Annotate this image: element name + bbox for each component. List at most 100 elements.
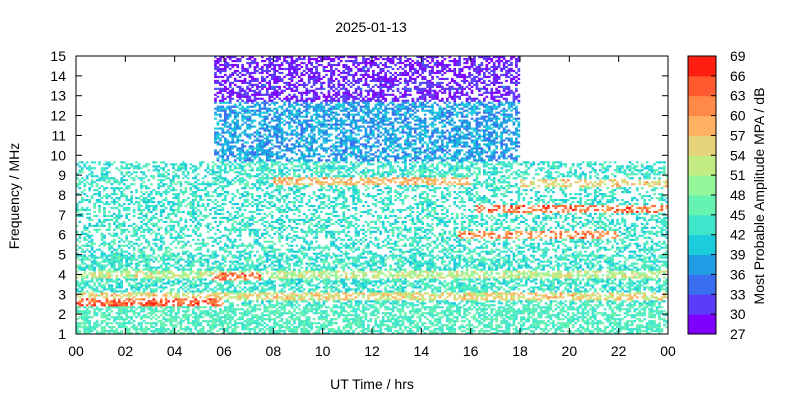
heatmap-cell (204, 208, 207, 212)
heatmap-cell (189, 234, 193, 237)
heatmap-cell (290, 328, 294, 331)
heatmap-cell (293, 196, 296, 200)
heatmap-cell (204, 193, 207, 196)
heatmap-cell (110, 254, 114, 257)
heatmap-cell (76, 244, 79, 247)
heatmap-cell (293, 115, 296, 118)
heatmap-cell (233, 125, 237, 128)
heatmap-cell (76, 310, 79, 313)
heatmap-cell (224, 97, 227, 100)
heatmap-cell (130, 258, 133, 261)
heatmap-cell (280, 99, 284, 102)
heatmap-cell (246, 320, 249, 323)
heatmap-cell (169, 228, 173, 231)
heatmap-cell (275, 153, 279, 156)
heatmap-cell (105, 294, 109, 297)
heatmap-cell (280, 173, 284, 176)
heatmap-cell (201, 177, 205, 180)
heatmap-cell (194, 226, 198, 229)
heatmap-cell (191, 300, 195, 303)
heatmap-cell (167, 282, 170, 285)
heatmap-cell (199, 232, 202, 235)
heatmap-cell (108, 276, 111, 279)
heatmap-cell (258, 167, 262, 170)
heatmap-cell (108, 306, 111, 309)
heatmap-cell (219, 292, 222, 295)
heatmap-cell (196, 202, 200, 206)
heatmap-cell (194, 232, 198, 235)
heatmap-cell (278, 264, 281, 267)
heatmap-cell (256, 65, 259, 69)
heatmap-cell (243, 179, 247, 182)
heatmap-cell (204, 272, 207, 275)
heatmap-cell (147, 268, 151, 271)
heatmap-cell (135, 232, 138, 235)
heatmap-cell (288, 177, 291, 180)
heatmap-cell (115, 218, 119, 222)
heatmap-cell (154, 167, 158, 170)
heatmap-cell (288, 232, 291, 235)
heatmap-cell (221, 234, 225, 237)
heatmap-cell (233, 77, 237, 81)
heatmap-cell (191, 165, 195, 168)
heatmap-cell (209, 183, 212, 186)
heatmap-cell (263, 59, 267, 63)
heatmap-cell (231, 328, 235, 331)
heatmap-cell (261, 149, 264, 152)
heatmap-cell (93, 202, 96, 206)
heatmap-cell (224, 67, 227, 71)
heatmap-cell (113, 240, 116, 243)
heatmap-cell (214, 254, 217, 257)
heatmap-cell (135, 165, 138, 168)
heatmap-cell (130, 316, 133, 319)
heatmap-cell (154, 308, 158, 311)
heatmap-cell (248, 222, 252, 225)
heatmap-cell (172, 236, 175, 239)
heatmap-cell (251, 195, 254, 198)
heatmap-cell (164, 163, 168, 166)
heatmap-cell (253, 232, 257, 235)
heatmap-cell (113, 242, 116, 245)
heatmap-cell (228, 105, 232, 108)
heatmap-cell (268, 93, 272, 96)
heatmap-cell (184, 268, 188, 271)
heatmap-cell (85, 212, 89, 216)
heatmap-cell (228, 286, 232, 289)
heatmap-cell (246, 258, 249, 261)
heatmap-cell (283, 306, 286, 309)
heatmap-cell (174, 320, 178, 323)
heatmap-cell (251, 71, 254, 75)
heatmap-cell (236, 125, 239, 128)
heatmap-cell (265, 57, 269, 61)
heatmap-cell (152, 248, 156, 251)
heatmap-cell (105, 195, 109, 198)
heatmap-cell (172, 316, 175, 319)
heatmap-cell (270, 312, 274, 315)
heatmap-cell (159, 304, 163, 307)
heatmap-cell (226, 294, 230, 297)
heatmap-cell (177, 220, 180, 223)
heatmap-cell (113, 304, 116, 307)
heatmap-cell (150, 200, 153, 204)
heatmap-cell (216, 320, 220, 323)
heatmap-cell (201, 189, 205, 192)
heatmap-cell (241, 292, 244, 295)
heatmap-cell (182, 252, 185, 255)
heatmap-cell (164, 165, 168, 168)
heatmap-cell (174, 183, 178, 186)
heatmap-cell (127, 274, 131, 277)
heatmap-cell (115, 274, 119, 277)
heatmap-cell (130, 224, 133, 227)
heatmap-cell (90, 304, 94, 307)
heatmap-cell (167, 262, 170, 265)
heatmap-cell (76, 322, 79, 325)
heatmap-cell (108, 280, 111, 283)
heatmap-cell (288, 244, 291, 247)
heatmap-cell (120, 272, 124, 275)
heatmap-cell (293, 234, 296, 237)
heatmap-cell (280, 131, 284, 134)
heatmap-cell (85, 330, 89, 333)
heatmap-cell (285, 318, 289, 321)
heatmap-cell (288, 81, 291, 84)
heatmap-cell (88, 286, 91, 289)
